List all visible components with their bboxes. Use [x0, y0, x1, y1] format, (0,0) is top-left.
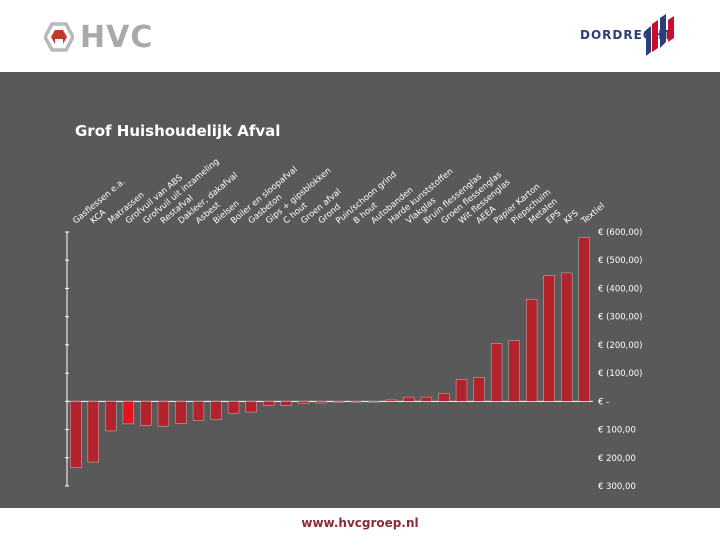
hvc-logo-text: HVC: [80, 19, 154, 55]
bar-25: [490, 343, 503, 402]
bar-22: [438, 393, 450, 402]
bar-12: [262, 401, 275, 406]
hvc-hexagon-icon: [44, 22, 74, 52]
header-bar: HVC DORDRECHT: [0, 0, 720, 72]
bar-6: [157, 401, 170, 427]
bar-5: [140, 401, 152, 426]
bar-19: [385, 399, 398, 402]
bar-18: [368, 401, 380, 403]
bar-15: [315, 401, 327, 404]
bar-9: [210, 401, 222, 420]
bar-29: [561, 272, 573, 402]
y-tick-label: € (100,00): [598, 369, 642, 379]
bar-16: [333, 401, 345, 403]
bar-28: [543, 275, 555, 402]
x-tick-label: KFS: [562, 209, 580, 227]
x-tick-label: Textiel: [579, 201, 607, 227]
y-tick-label: € (300,00): [598, 313, 642, 323]
bar-23: [455, 379, 468, 402]
bar-30: [578, 237, 590, 402]
bar-26: [508, 340, 520, 402]
bar-13: [280, 401, 292, 406]
chart-title: Grof Huishoudelijk Afval: [75, 122, 281, 140]
y-tick-label: € (200,00): [598, 341, 642, 351]
chart-panel: [0, 72, 720, 508]
bar-14: [298, 401, 310, 404]
bar-10: [227, 401, 240, 414]
hvc-logo[interactable]: HVC: [44, 19, 154, 55]
y-tick-label: € 200,00: [598, 454, 636, 464]
bar-8: [192, 401, 205, 421]
bar-4: [122, 401, 135, 425]
y-tick-label: € -: [598, 397, 609, 407]
bar-11: [245, 401, 257, 413]
website-link[interactable]: www.hvcgroep.nl: [301, 516, 419, 530]
bar-1: [70, 401, 82, 468]
bar-21: [420, 396, 433, 402]
bar-17: [350, 401, 362, 403]
dordrecht-flag-icon: [646, 14, 674, 56]
y-tick-label: € (500,00): [598, 256, 642, 266]
bar-27: [525, 298, 538, 402]
y-tick-label: € (400,00): [598, 284, 642, 294]
bar-3: [105, 401, 117, 432]
bar-20: [403, 396, 415, 402]
footer-bar: www.hvcgroep.nl: [0, 508, 720, 540]
y-tick-label: € 300,00: [598, 482, 636, 492]
bar-24: [473, 377, 485, 402]
bar-2: [87, 401, 99, 463]
bar-7: [175, 401, 187, 424]
y-tick-label: € 100,00: [598, 426, 636, 436]
y-tick-label: € (600,00): [598, 228, 642, 238]
